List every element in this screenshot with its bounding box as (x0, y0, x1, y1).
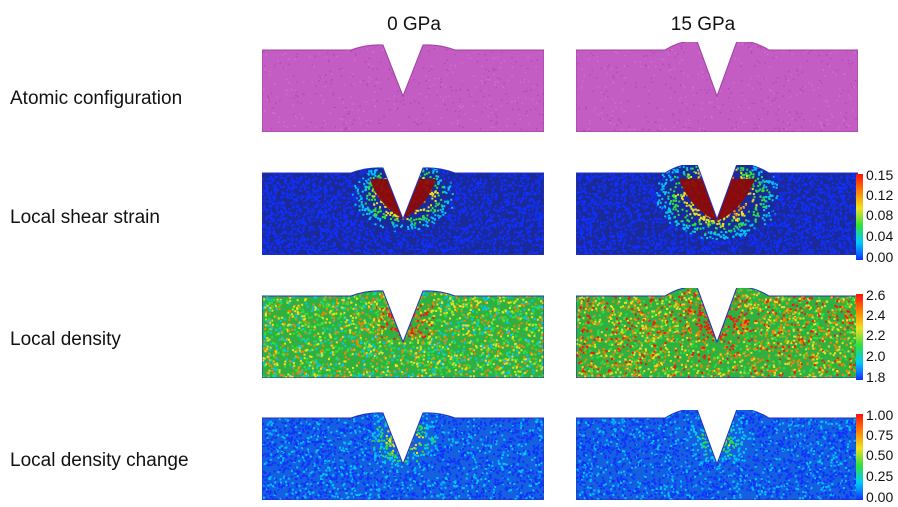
panel-atomic-15gpa (576, 42, 858, 132)
panel-density-0gpa (262, 288, 544, 378)
panel-shear-strain-0gpa (262, 165, 544, 255)
row-label-atomic-configuration: Atomic configuration (10, 88, 183, 109)
panel-shear-strain-15gpa (576, 165, 858, 255)
colorbar-density-tick-1: 2.4 (866, 307, 886, 323)
colorbar-shear-tick-3: 0.04 (866, 228, 894, 244)
row-label-local-density: Local density (10, 329, 121, 350)
panel-density-15gpa (576, 288, 858, 378)
colorbar-density-change (856, 414, 863, 500)
colorbar-density-change-tick-3: 0.25 (866, 468, 894, 484)
colorbar-shear-tick-1: 0.12 (866, 187, 894, 203)
panel-atomic-0gpa (262, 42, 544, 132)
colorbar-density (856, 294, 863, 380)
row-label-local-shear-strain: Local shear strain (10, 207, 160, 228)
column-header-15gpa: 15 GPa (670, 14, 736, 35)
colorbar-density-tick-4: 1.8 (866, 369, 886, 385)
colorbar-density-tick-3: 2.0 (866, 348, 886, 364)
row-label-local-density-change: Local density change (10, 450, 189, 471)
colorbar-shear-tick-4: 0.00 (866, 249, 894, 265)
panel-density-change-0gpa (262, 410, 544, 500)
column-header-0gpa: 0 GPa (387, 14, 441, 35)
colorbar-density-change-tick-2: 0.50 (866, 447, 894, 463)
colorbar-density-tick-0: 2.6 (866, 287, 886, 303)
colorbar-density-change-tick-1: 0.75 (866, 427, 894, 443)
colorbar-density-change-tick-0: 1.00 (866, 407, 894, 423)
colorbar-density-tick-2: 2.2 (866, 327, 886, 343)
colorbar-shear-tick-0: 0.15 (866, 167, 894, 183)
colorbar-shear-tick-2: 0.08 (866, 207, 894, 223)
colorbar-density-change-tick-4: 0.00 (866, 489, 894, 505)
panel-density-change-15gpa (576, 410, 858, 500)
colorbar-shear-strain (856, 174, 863, 260)
